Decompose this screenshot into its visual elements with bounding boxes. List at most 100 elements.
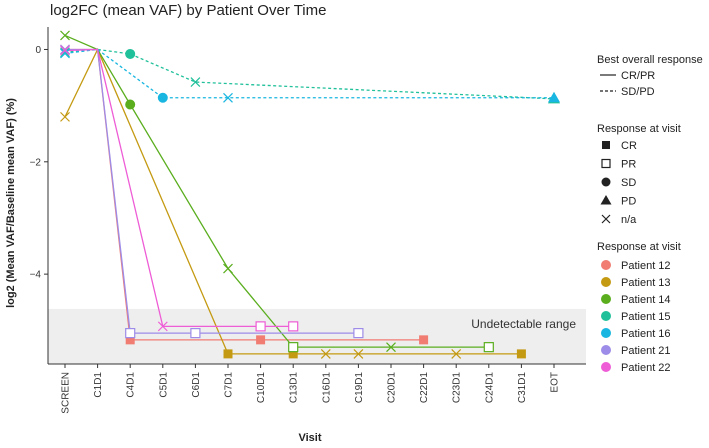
x-tick-label: SCREEN xyxy=(61,372,72,414)
legend-shape-label: n/a xyxy=(621,214,637,226)
legend-color-swatch xyxy=(601,294,611,304)
legend-color-swatch xyxy=(601,345,611,355)
data-point xyxy=(223,263,233,274)
plot-area xyxy=(48,27,586,364)
legend-color-label: Patient 22 xyxy=(621,362,671,374)
legend-color-swatch xyxy=(601,328,611,338)
y-tick-label: −4 xyxy=(30,270,42,281)
legend-color-swatch xyxy=(601,277,611,287)
data-point xyxy=(190,77,201,87)
legend-color-title: Response at visit xyxy=(597,241,681,253)
data-point xyxy=(125,335,135,345)
legend-shape-title: Response at visit xyxy=(597,123,681,135)
x-axis-title: Visit xyxy=(298,432,321,444)
legend-shape-swatch xyxy=(601,214,611,224)
x-tick-label: C24D1 xyxy=(484,372,495,404)
y-tick-label: −2 xyxy=(30,157,42,168)
series-patient-13 xyxy=(64,47,522,355)
data-point xyxy=(353,328,364,339)
data-point xyxy=(125,99,136,110)
x-tick-label: C31D1 xyxy=(517,372,528,404)
legend-color-swatch xyxy=(601,311,611,321)
data-point xyxy=(256,335,266,345)
x-tick-label: C5D1 xyxy=(158,372,169,398)
data-point xyxy=(288,342,299,353)
legend-shape-label: PR xyxy=(621,159,636,171)
x-tick-label: C1D1 xyxy=(93,372,104,398)
data-point xyxy=(548,91,560,103)
x-tick-label: C6D1 xyxy=(191,372,202,398)
x-tick-label: C4D1 xyxy=(126,372,137,398)
data-point xyxy=(60,30,70,41)
data-point xyxy=(157,92,168,103)
data-point xyxy=(60,48,70,59)
data-point xyxy=(125,328,136,339)
legend-line-label: SD/PD xyxy=(621,86,655,98)
x-tick-label: C20D1 xyxy=(387,372,398,404)
data-point xyxy=(353,348,364,359)
x-tick-label: C22D1 xyxy=(419,372,430,404)
data-point xyxy=(60,111,70,122)
x-tick-label: C10D1 xyxy=(256,372,267,404)
legend-color-label: Patient 16 xyxy=(621,328,671,340)
data-point xyxy=(190,328,201,339)
x-tick-label: C16D1 xyxy=(321,372,332,404)
legend-shape-label: PD xyxy=(621,196,636,208)
legend-line-title: Best overall response xyxy=(597,54,703,66)
legend-color-label: Patient 12 xyxy=(621,260,671,272)
data-point xyxy=(223,349,233,359)
markers-patient-22 xyxy=(60,45,299,332)
legend-line-label: CR/PR xyxy=(621,70,655,82)
data-point xyxy=(451,348,462,359)
series-layer xyxy=(60,30,560,359)
x-tick-label: C13D1 xyxy=(289,372,300,404)
undetectable-band-layer: Undetectable range xyxy=(48,308,586,364)
data-point xyxy=(157,321,168,332)
legend-shape-label: CR xyxy=(621,140,637,152)
data-point xyxy=(60,47,70,58)
legend-color-swatch xyxy=(601,362,611,372)
data-point xyxy=(60,45,70,56)
plot-background xyxy=(48,27,586,364)
legend-shape-swatch xyxy=(602,141,610,149)
data-point xyxy=(255,321,266,332)
data-point xyxy=(386,342,396,353)
data-point xyxy=(483,342,494,353)
markers-patient-13 xyxy=(60,111,526,359)
chart-title: log2FC (mean VAF) by Patient Over Time xyxy=(50,2,326,19)
legend-color-label: Patient 14 xyxy=(621,294,671,306)
markers-patient-21 xyxy=(60,44,364,339)
undetectable-range-label: Undetectable range xyxy=(471,317,576,331)
data-point xyxy=(419,335,429,345)
x-tick-label: C19D1 xyxy=(354,372,365,404)
legend-color-label: Patient 13 xyxy=(621,277,671,289)
data-point xyxy=(320,348,331,359)
data-point xyxy=(288,349,298,359)
x-tick-label: EOT xyxy=(550,372,561,393)
legend-shape-swatch xyxy=(600,195,612,205)
series-line xyxy=(64,47,522,355)
undetectable-band xyxy=(48,308,586,364)
data-point xyxy=(125,48,136,59)
y-axis-title: log2 (Mean VAF/Baseline mean VAF) (%) xyxy=(5,98,17,308)
x-tick-label: C23D1 xyxy=(452,372,463,404)
legend-shape-swatch xyxy=(601,177,611,187)
legend-color-swatch xyxy=(601,260,611,270)
data-point xyxy=(516,349,526,359)
markers-patient-14 xyxy=(60,30,494,353)
axes-layer: 0 −2 −4 SCREEN C1D1 C4D1 C5D1 C6D1 C7D1 C10D1 C13D… xyxy=(30,27,586,414)
legend-layer: Best overall response CR/PR SD/PD Response … xyxy=(597,54,703,374)
data-point xyxy=(60,44,70,55)
data-point xyxy=(288,321,299,332)
data-point xyxy=(223,92,233,103)
markers-patient-16 xyxy=(60,48,560,103)
legend-color-label: Patient 21 xyxy=(621,345,671,357)
legend-shape-swatch xyxy=(601,158,611,169)
y-tick-label: 0 xyxy=(35,45,41,56)
series-patient-16 xyxy=(64,48,554,99)
legend-color-label: Patient 15 xyxy=(621,311,671,323)
series-line xyxy=(64,48,554,99)
legend-shape-label: SD xyxy=(621,177,636,189)
x-tick-label: C7D1 xyxy=(224,372,235,398)
